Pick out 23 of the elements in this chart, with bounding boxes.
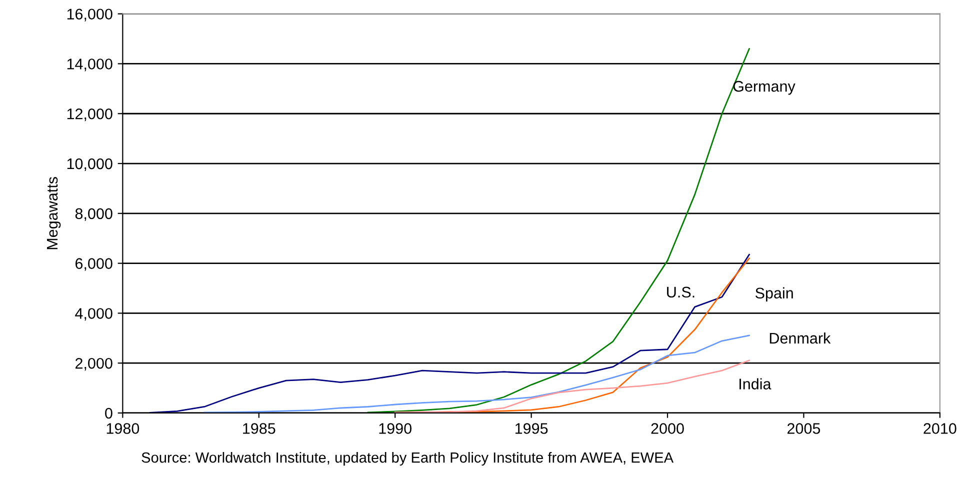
series-label: Spain [755,287,793,302]
y-tick-label: 10,000 [67,158,112,172]
y-tick-label: 0 [105,408,112,419]
x-tick-label: 2010 [924,423,956,434]
x-tick-label: 1985 [243,423,276,434]
y-tick-label: 16,000 [67,8,112,22]
x-tick-label: 1995 [515,423,548,434]
x-tick-label: 2005 [787,423,820,434]
y-tick-label: 6,000 [76,258,112,271]
source-note: Source: Worldwatch Institute, updated by Earth Policy Institute from AWEA, EWEA [142,452,674,466]
series-label: India [740,378,772,390]
y-tick-label: 4,000 [75,308,112,321]
series-label: U.S. [667,286,694,298]
y-tick-label: 2,000 [76,358,112,371]
x-tick-label: 1980 [106,423,140,434]
y-tick-label: 8,000 [75,208,112,221]
y-tick-label: 14,000 [67,58,112,72]
series-label: Denmark [770,332,831,344]
y-axis-title: Megawatts [47,177,61,250]
x-tick-label: 1990 [379,423,412,434]
y-tick-label: 12,000 [67,108,112,122]
x-tick-label: 2000 [651,423,684,434]
series-label: Germany [733,80,796,95]
